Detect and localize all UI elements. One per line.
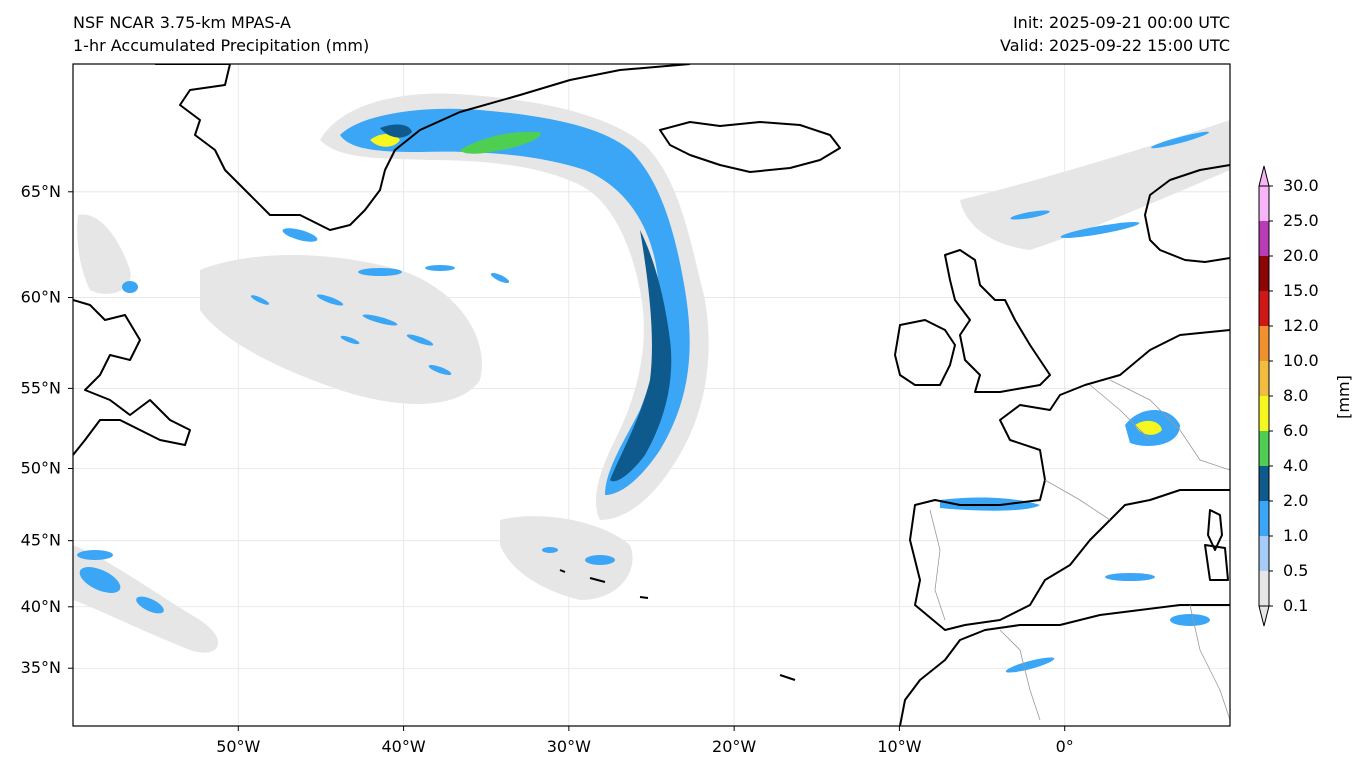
colorbar-segment (1259, 361, 1269, 396)
colorbar-segment (1259, 291, 1269, 326)
colorbar-segment (1259, 221, 1269, 256)
colorbar-tick-label: 0.1 (1283, 596, 1308, 615)
colorbar-unit-label: [mm] (1334, 375, 1353, 419)
precip-labrador-light (77, 214, 131, 294)
lon-tick-label: 0° (1056, 737, 1074, 756)
sardinia-coast (1204, 544, 1229, 581)
country-borders (929, 379, 1230, 721)
colorbar-tick-label: 10.0 (1283, 351, 1319, 370)
precip-cyclone-streaks (122, 228, 510, 375)
azores-islands (559, 569, 796, 681)
colorbar-segment (1259, 186, 1269, 221)
lat-tick-label: 40°N (21, 597, 61, 616)
colorbar: 0.1 0.5 1.0 2.0 4.0 6.0 8.0 10.0 12.0 15.0 20.0 25.… (1258, 165, 1319, 627)
precip-cyclone-light (200, 255, 482, 404)
lat-tick-label: 60°N (21, 288, 61, 307)
lon-tick-label: 30°W (547, 737, 591, 756)
colorbar-segment (1259, 466, 1269, 501)
precip-scandinavia-streaks (1010, 131, 1209, 238)
valid-time: Valid: 2025-09-22 15:00 UTC (999, 36, 1230, 55)
lat-tick-label: 35°N (21, 658, 61, 677)
precip-main-band-blue (340, 108, 690, 495)
precip-field (73, 93, 1230, 673)
longitude-axis: 50°W 40°W 30°W 20°W 10°W 0° (216, 726, 1074, 756)
precip-midatlantic-light (500, 516, 633, 600)
colorbar-segment (1259, 501, 1269, 536)
lat-tick-label: 50°N (21, 458, 61, 477)
precip-greenland-dark (380, 124, 412, 138)
corsica-coast (1207, 509, 1223, 551)
scandinavia-coast (1144, 164, 1230, 263)
iceland-coast (659, 121, 841, 173)
model-title: NSF NCAR 3.75-km MPAS-A (73, 13, 291, 32)
lon-tick-label: 40°W (381, 737, 425, 756)
europe-coast (909, 329, 1230, 631)
africa-coast (899, 604, 1230, 726)
lat-tick-label: 45°N (21, 531, 61, 550)
colorbar-segment (1259, 571, 1269, 606)
coastlines (73, 64, 1230, 726)
colorbar-extend-high (1258, 165, 1270, 187)
lat-tick-label: 65°N (21, 182, 61, 201)
colorbar-tick-label: 0.5 (1283, 561, 1308, 580)
colorbar-segment (1259, 326, 1269, 361)
ireland-coast (894, 319, 956, 386)
britain-coast (944, 249, 1051, 393)
colorbar-tick-label: 15.0 (1283, 281, 1319, 300)
labrador-coast (73, 299, 191, 456)
colorbar-tick-label: 20.0 (1283, 246, 1319, 265)
map-panel (73, 64, 1230, 726)
colorbar-extend-low (1258, 605, 1270, 627)
colorbar-tick-label: 30.0 (1283, 176, 1319, 195)
lon-tick-label: 20°W (712, 737, 756, 756)
precip-greenland-green (460, 131, 541, 154)
precip-tropical-clusters (77, 547, 1210, 673)
lon-tick-label: 50°W (216, 737, 260, 756)
greenland-coast (155, 64, 691, 231)
colorbar-tick-label: 1.0 (1283, 526, 1308, 545)
precip-greenland-band-light (320, 93, 709, 520)
lon-tick-label: 10°W (877, 737, 921, 756)
colorbar-segment (1259, 431, 1269, 466)
field-title: 1-hr Accumulated Precipitation (mm) (73, 36, 370, 55)
colorbar-tick-label: 8.0 (1283, 386, 1308, 405)
latitude-axis: 65°N 60°N 55°N 50°N 45°N 40°N 35°N (21, 182, 73, 677)
colorbar-tick-label: 2.0 (1283, 491, 1308, 510)
colorbar-segment (1259, 256, 1269, 291)
precip-greenland-yellow (370, 134, 400, 147)
colorbar-tick-label: 25.0 (1283, 211, 1319, 230)
colorbar-tick-label: 6.0 (1283, 421, 1308, 440)
colorbar-tick-label: 4.0 (1283, 456, 1308, 475)
lat-tick-label: 55°N (21, 378, 61, 397)
map-frame (72, 63, 1231, 727)
colorbar-tick-label: 12.0 (1283, 316, 1319, 335)
colorbar-segment (1259, 396, 1269, 431)
precip-main-band-dark (610, 230, 672, 482)
colorbar-segment (1259, 536, 1269, 571)
init-time: Init: 2025-09-21 00:00 UTC (1012, 13, 1230, 32)
